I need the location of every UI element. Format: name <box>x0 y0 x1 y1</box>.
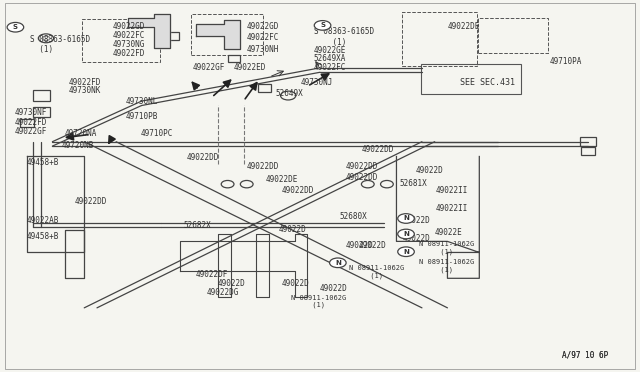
Polygon shape <box>196 20 241 49</box>
Text: 49710PA: 49710PA <box>549 57 582 66</box>
Text: 49458+B: 49458+B <box>27 158 60 167</box>
Text: 49022D: 49022D <box>415 166 444 175</box>
Text: 49022FC: 49022FC <box>113 31 145 40</box>
Text: 49730NL: 49730NL <box>125 97 158 106</box>
Text: 49022D: 49022D <box>403 215 431 225</box>
Bar <box>580 137 596 146</box>
Bar <box>401 13 477 66</box>
Text: A/97 10 6P: A/97 10 6P <box>562 350 609 359</box>
Text: 49458+B: 49458+B <box>27 232 60 241</box>
Text: 49022DD: 49022DD <box>75 197 107 206</box>
Text: 49022FD: 49022FD <box>68 78 100 87</box>
Text: 49022D: 49022D <box>346 241 373 250</box>
Text: 49022DD: 49022DD <box>186 153 218 162</box>
Text: S: S <box>13 24 18 30</box>
Bar <box>20 119 34 127</box>
Text: 49022DD: 49022DD <box>362 145 394 154</box>
Text: 52649XA: 52649XA <box>314 54 346 63</box>
Text: 49022D: 49022D <box>282 279 310 288</box>
Text: 49022DD: 49022DD <box>346 162 378 171</box>
Bar <box>478 18 548 53</box>
Text: 49022DG: 49022DG <box>207 288 239 296</box>
Text: N: N <box>403 249 409 255</box>
Text: N: N <box>403 231 409 237</box>
Circle shape <box>397 247 414 257</box>
Text: 49022AB: 49022AB <box>27 215 60 225</box>
Text: 49710PB: 49710PB <box>125 112 158 121</box>
Text: 52649X: 52649X <box>275 89 303 98</box>
Text: 49022FC: 49022FC <box>314 63 346 72</box>
Text: 49022D: 49022D <box>320 284 348 293</box>
Polygon shape <box>127 14 170 48</box>
Text: 49022D: 49022D <box>358 241 386 250</box>
Text: 49730NF: 49730NF <box>14 109 47 118</box>
Circle shape <box>397 229 414 239</box>
Text: 49730NH: 49730NH <box>246 45 279 54</box>
Text: 52682X: 52682X <box>183 221 211 230</box>
Text: 49022DE: 49022DE <box>266 175 298 184</box>
Bar <box>420 64 521 94</box>
Text: 49022II: 49022II <box>436 186 468 195</box>
Text: 49022GF: 49022GF <box>14 127 47 136</box>
Text: 49022D: 49022D <box>403 234 431 243</box>
Circle shape <box>397 214 414 223</box>
Text: 49022FD: 49022FD <box>14 118 47 127</box>
Text: 49720NA: 49720NA <box>65 129 97 138</box>
Text: 49022II: 49022II <box>436 205 468 214</box>
Text: SEE SEC.431: SEE SEC.431 <box>460 78 515 87</box>
Text: 49022GF: 49022GF <box>193 63 225 73</box>
Text: N 08911-1062G
     (1): N 08911-1062G (1) <box>349 265 404 279</box>
Text: 49022FD: 49022FD <box>113 49 145 58</box>
Text: N: N <box>335 260 340 266</box>
Text: 49730NJ: 49730NJ <box>301 78 333 87</box>
Text: 49730NG: 49730NG <box>113 40 145 49</box>
Text: A/97 10 6P: A/97 10 6P <box>562 350 609 359</box>
Bar <box>33 107 51 117</box>
Text: 49710PC: 49710PC <box>140 129 173 138</box>
Bar <box>580 147 595 155</box>
Text: 49022D: 49022D <box>218 279 246 288</box>
Text: N 08911-1062G
     (1): N 08911-1062G (1) <box>419 259 474 273</box>
Bar <box>191 13 262 55</box>
Text: 49022DD: 49022DD <box>246 162 279 171</box>
Circle shape <box>314 20 331 30</box>
Bar <box>258 84 271 92</box>
Text: S: S <box>320 22 325 28</box>
Text: 49022D: 49022D <box>278 225 307 234</box>
Text: 49720NB: 49720NB <box>62 141 94 150</box>
Circle shape <box>330 258 346 267</box>
Text: 49022DE: 49022DE <box>447 22 480 31</box>
Text: S 08363-6165D
    (1): S 08363-6165D (1) <box>314 27 374 46</box>
Text: N: N <box>403 215 409 221</box>
Text: 49022GD: 49022GD <box>113 22 145 31</box>
Text: 49022ED: 49022ED <box>234 63 266 73</box>
Text: 49022GE: 49022GE <box>314 46 346 55</box>
Circle shape <box>7 22 24 32</box>
Text: 52680X: 52680X <box>339 212 367 221</box>
Text: N 08911-1062G
     (1): N 08911-1062G (1) <box>291 295 347 308</box>
Bar <box>165 32 179 40</box>
Text: 52681X: 52681X <box>399 179 428 187</box>
Bar <box>83 19 160 62</box>
Text: 49022DF: 49022DF <box>196 270 228 279</box>
Text: N 08911-1062G
     (1): N 08911-1062G (1) <box>419 241 474 255</box>
Text: S 08363-6165D
  (1): S 08363-6165D (1) <box>30 35 90 54</box>
Text: 49022E: 49022E <box>435 228 463 237</box>
Text: 49022GD: 49022GD <box>246 22 279 31</box>
Bar <box>33 90 51 101</box>
Text: 49022FC: 49022FC <box>246 33 279 42</box>
Text: 49022DD: 49022DD <box>282 186 314 195</box>
Text: 49022DD: 49022DD <box>346 173 378 182</box>
Bar <box>228 55 241 62</box>
Text: 49730NK: 49730NK <box>68 86 100 95</box>
